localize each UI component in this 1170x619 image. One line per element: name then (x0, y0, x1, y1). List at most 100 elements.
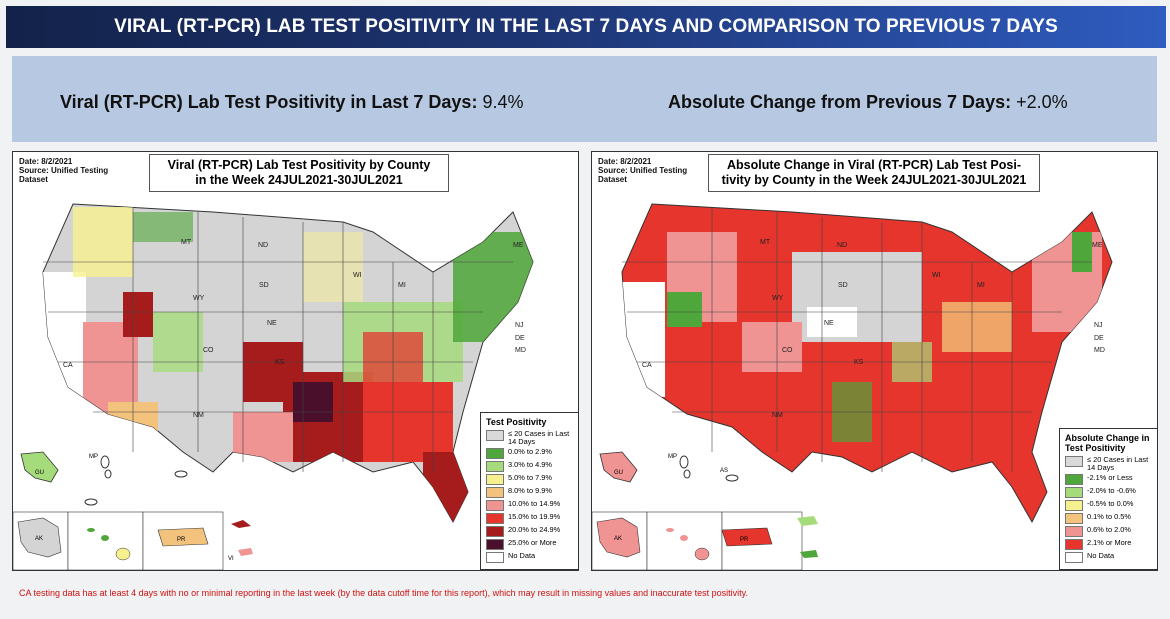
map-meta: Date: 8/2/2021 Source: Unified Testing D… (19, 157, 108, 184)
hi-inset-frame (646, 511, 723, 570)
state-label-layer: CA MT ND SD NE WY CO NM KS MI WI ME NJ D… (63, 239, 526, 419)
ut-region (123, 292, 153, 337)
vi-shape-2 (800, 550, 818, 558)
legend-item: 25.0% or More (486, 539, 578, 550)
legend-swatch (486, 461, 504, 472)
guam-shape (20, 451, 59, 483)
inset-label-mp: MP (89, 454, 98, 460)
legend-item: -2.0% to -0.6% (1065, 487, 1157, 498)
legend-swatch (1065, 513, 1083, 524)
map-source: Source: Unified Testing (19, 166, 109, 175)
alaska-shape (17, 517, 62, 558)
territory-insets: GU MP AS AK PR (592, 451, 818, 570)
map-title-line2: tivity by County in the Week 24JUL2021-3… (721, 173, 1027, 187)
guam-shape (599, 451, 638, 483)
inset-label-as: AS (720, 468, 728, 474)
vi-shape (231, 520, 251, 528)
legend-item: -0.5% to 0.0% (1065, 500, 1157, 511)
state-label-mi: MI (977, 282, 985, 289)
legend-swatch (486, 430, 504, 441)
pr-shape (157, 527, 209, 547)
state-label-ne: NE (824, 320, 834, 327)
legend-label: No Data (508, 551, 536, 560)
map-source-cont: Dataset (19, 175, 48, 184)
legend-swatch (1065, 539, 1083, 550)
state-label-mt: MT (181, 239, 192, 246)
as-island (725, 474, 739, 482)
legend-label: 0.1% to 0.5% (1087, 512, 1131, 521)
legend-label: 8.0% to 9.9% (508, 486, 552, 495)
mp-island-2 (104, 469, 112, 479)
hi-island-1 (87, 528, 95, 532)
state-borders (43, 207, 513, 472)
legend-item: 8.0% to 9.9% (486, 487, 578, 498)
legend-swatch (486, 448, 504, 459)
me-region (1072, 232, 1092, 272)
change-summary: Absolute Change from Previous 7 Days: +2… (668, 92, 1068, 113)
legend-label: 15.0% to 19.9% (508, 512, 561, 521)
legend-swatch (486, 487, 504, 498)
hi-island-3 (694, 547, 710, 561)
positivity-value: 9.4% (482, 92, 524, 112)
state-label-de: DE (1094, 335, 1104, 342)
legend-item: 20.0% to 24.9% (486, 526, 578, 537)
state-borders (622, 207, 1092, 472)
inset-label-mp: MP (668, 454, 677, 460)
positivity-map-panel: Date: 8/2/2021 Source: Unified Testing D… (12, 151, 579, 571)
state-label-ca: CA (63, 362, 73, 369)
legend-label: 20.0% to 24.9% (508, 525, 561, 534)
as-island-2 (84, 498, 98, 506)
legend-swatch (1065, 487, 1083, 498)
pr-shape (721, 527, 773, 547)
mp-island (100, 455, 110, 469)
hi-inset-frame (67, 511, 144, 570)
oh-region (942, 302, 1012, 352)
legend-label: 3.0% to 4.9% (508, 460, 552, 469)
legend-item: -2.1% or Less (1065, 474, 1157, 485)
change-label: Absolute Change from Previous 7 Days: (668, 92, 1012, 112)
ca-region (622, 282, 665, 397)
legend-item: 3.0% to 4.9% (486, 461, 578, 472)
map-title-line1: Viral (RT-PCR) Lab Test Positivity by Co… (167, 158, 431, 172)
legend-item: No Data (1065, 552, 1157, 563)
as-island (174, 470, 188, 478)
legend-swatch (1065, 474, 1083, 485)
state-label-nm: NM (772, 412, 783, 419)
map-source: Source: Unified Testing (598, 166, 688, 175)
legend-label: 25.0% or More (508, 538, 557, 547)
inset-label-vi: VI (228, 556, 234, 562)
legend-swatch (486, 539, 504, 550)
state-label-ca: CA (642, 362, 652, 369)
state-label-sd: SD (838, 282, 848, 289)
inset-label-ak: AK (614, 536, 622, 542)
southeast-region (363, 382, 453, 462)
territory-insets: GU MP AK PR VI (13, 451, 253, 570)
page-title: VIRAL (RT-PCR) LAB TEST POSITIVITY IN TH… (114, 16, 1058, 37)
map-title: Absolute Change in Viral (RT-PCR) Lab Te… (708, 154, 1040, 192)
legend-swatch (486, 513, 504, 524)
footnote: CA testing data has at least 4 days with… (19, 588, 749, 598)
mp-island-2 (683, 469, 691, 479)
positivity-summary: Viral (RT-PCR) Lab Test Positivity in La… (60, 92, 523, 113)
legend-swatch (486, 526, 504, 537)
nv-region (667, 292, 702, 327)
positivity-legend: Test Positivity ≤ 20 Cases in Last 14 Da… (480, 412, 578, 570)
legend-label: No Data (1087, 551, 1115, 560)
alaska-shape (596, 517, 641, 558)
map-title-line2: in the Week 24JUL2021-30JUL2021 (195, 173, 403, 187)
legend-item: 10.0% to 14.9% (486, 500, 578, 511)
state-label-nd: ND (837, 242, 847, 249)
legend-swatch (1065, 500, 1083, 511)
map-title: Viral (RT-PCR) Lab Test Positivity by Co… (149, 154, 449, 192)
legend-label: 5.0% to 7.9% (508, 473, 552, 482)
legend-label: ≤ 20 Cases in Last 14 Days (1087, 455, 1149, 472)
state-label-ks: KS (275, 359, 285, 366)
state-label-ne: NE (267, 320, 277, 327)
change-value: +2.0% (1016, 92, 1068, 112)
positivity-label: Viral (RT-PCR) Lab Test Positivity in La… (60, 92, 478, 112)
hi-island-2 (101, 535, 109, 541)
mt-region (133, 212, 193, 242)
legend-label: 10.0% to 14.9% (508, 499, 561, 508)
legend-label: -0.5% to 0.0% (1087, 499, 1134, 508)
legend-title: Test Positivity (486, 417, 547, 427)
